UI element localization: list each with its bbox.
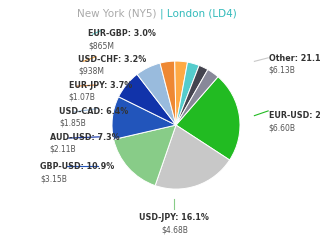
Wedge shape [176,62,199,125]
Wedge shape [114,125,176,185]
Text: $2.11B: $2.11B [50,145,76,154]
Text: $6.60B: $6.60B [269,124,296,133]
Text: USD-CAD: 6.4%: USD-CAD: 6.4% [59,107,128,116]
Wedge shape [176,77,240,160]
Text: $865M: $865M [88,41,114,50]
Text: AUD-USD: 7.3%: AUD-USD: 7.3% [50,133,119,142]
Text: USD-CHF: 3.2%: USD-CHF: 3.2% [78,55,147,64]
Text: $1.85B: $1.85B [59,119,86,128]
Wedge shape [176,70,218,125]
Text: GBP-USD: 10.9%: GBP-USD: 10.9% [40,162,114,171]
Text: EUR-GBP: 3.0%: EUR-GBP: 3.0% [88,29,156,38]
Wedge shape [119,74,176,125]
Text: $3.15B: $3.15B [40,174,67,183]
Text: USD-JPY: 16.1%: USD-JPY: 16.1% [140,213,209,222]
Wedge shape [112,97,176,139]
Wedge shape [160,61,176,125]
Text: $1.07B: $1.07B [69,93,96,102]
Text: $4.68B: $4.68B [161,225,188,234]
Text: Other: 21.1%: Other: 21.1% [269,54,320,63]
Wedge shape [175,61,188,125]
Text: $938M: $938M [78,67,104,76]
Text: New York (NY5): New York (NY5) [77,8,160,18]
Text: EUR-JPY: 3.7%: EUR-JPY: 3.7% [69,81,132,90]
Text: $6.13B: $6.13B [269,66,296,75]
Wedge shape [176,65,208,125]
Text: EUR-USD: 22.8%: EUR-USD: 22.8% [269,111,320,120]
Wedge shape [155,125,230,189]
Wedge shape [137,63,176,125]
Text: | London (LD4): | London (LD4) [160,8,237,19]
